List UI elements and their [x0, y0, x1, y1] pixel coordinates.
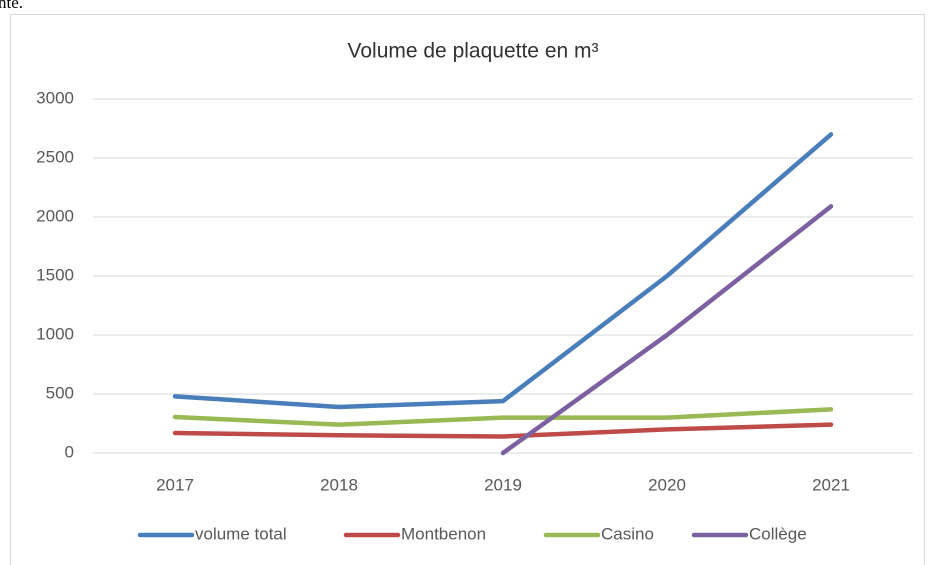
series-line	[172, 132, 834, 410]
x-tick-label: 2020	[648, 475, 686, 494]
y-tick-label: 1000	[36, 324, 74, 343]
y-tick-label: 0	[65, 442, 74, 461]
series-line	[172, 407, 834, 427]
series-line	[500, 204, 834, 456]
legend-label: Casino	[601, 524, 654, 543]
y-tick-label: 2500	[36, 147, 74, 166]
y-tick-label: 1500	[36, 265, 74, 284]
x-tick-label: 2021	[812, 475, 850, 494]
legend-label: Montbenon	[401, 524, 486, 543]
chart-frame	[10, 14, 925, 565]
legend-label: volume total	[195, 524, 287, 543]
legend-label: Collège	[749, 524, 807, 543]
chart-title: Volume de plaquette en m³	[348, 40, 599, 63]
x-tick-label: 2017	[156, 475, 194, 494]
y-tick-label: 3000	[36, 88, 74, 107]
text-fragment: nte.	[0, 0, 23, 12]
y-tick-label: 2000	[36, 206, 74, 225]
x-tick-label: 2018	[320, 475, 358, 494]
series-line	[172, 422, 834, 439]
y-tick-label: 500	[46, 383, 74, 402]
x-tick-label: 2019	[484, 475, 522, 494]
